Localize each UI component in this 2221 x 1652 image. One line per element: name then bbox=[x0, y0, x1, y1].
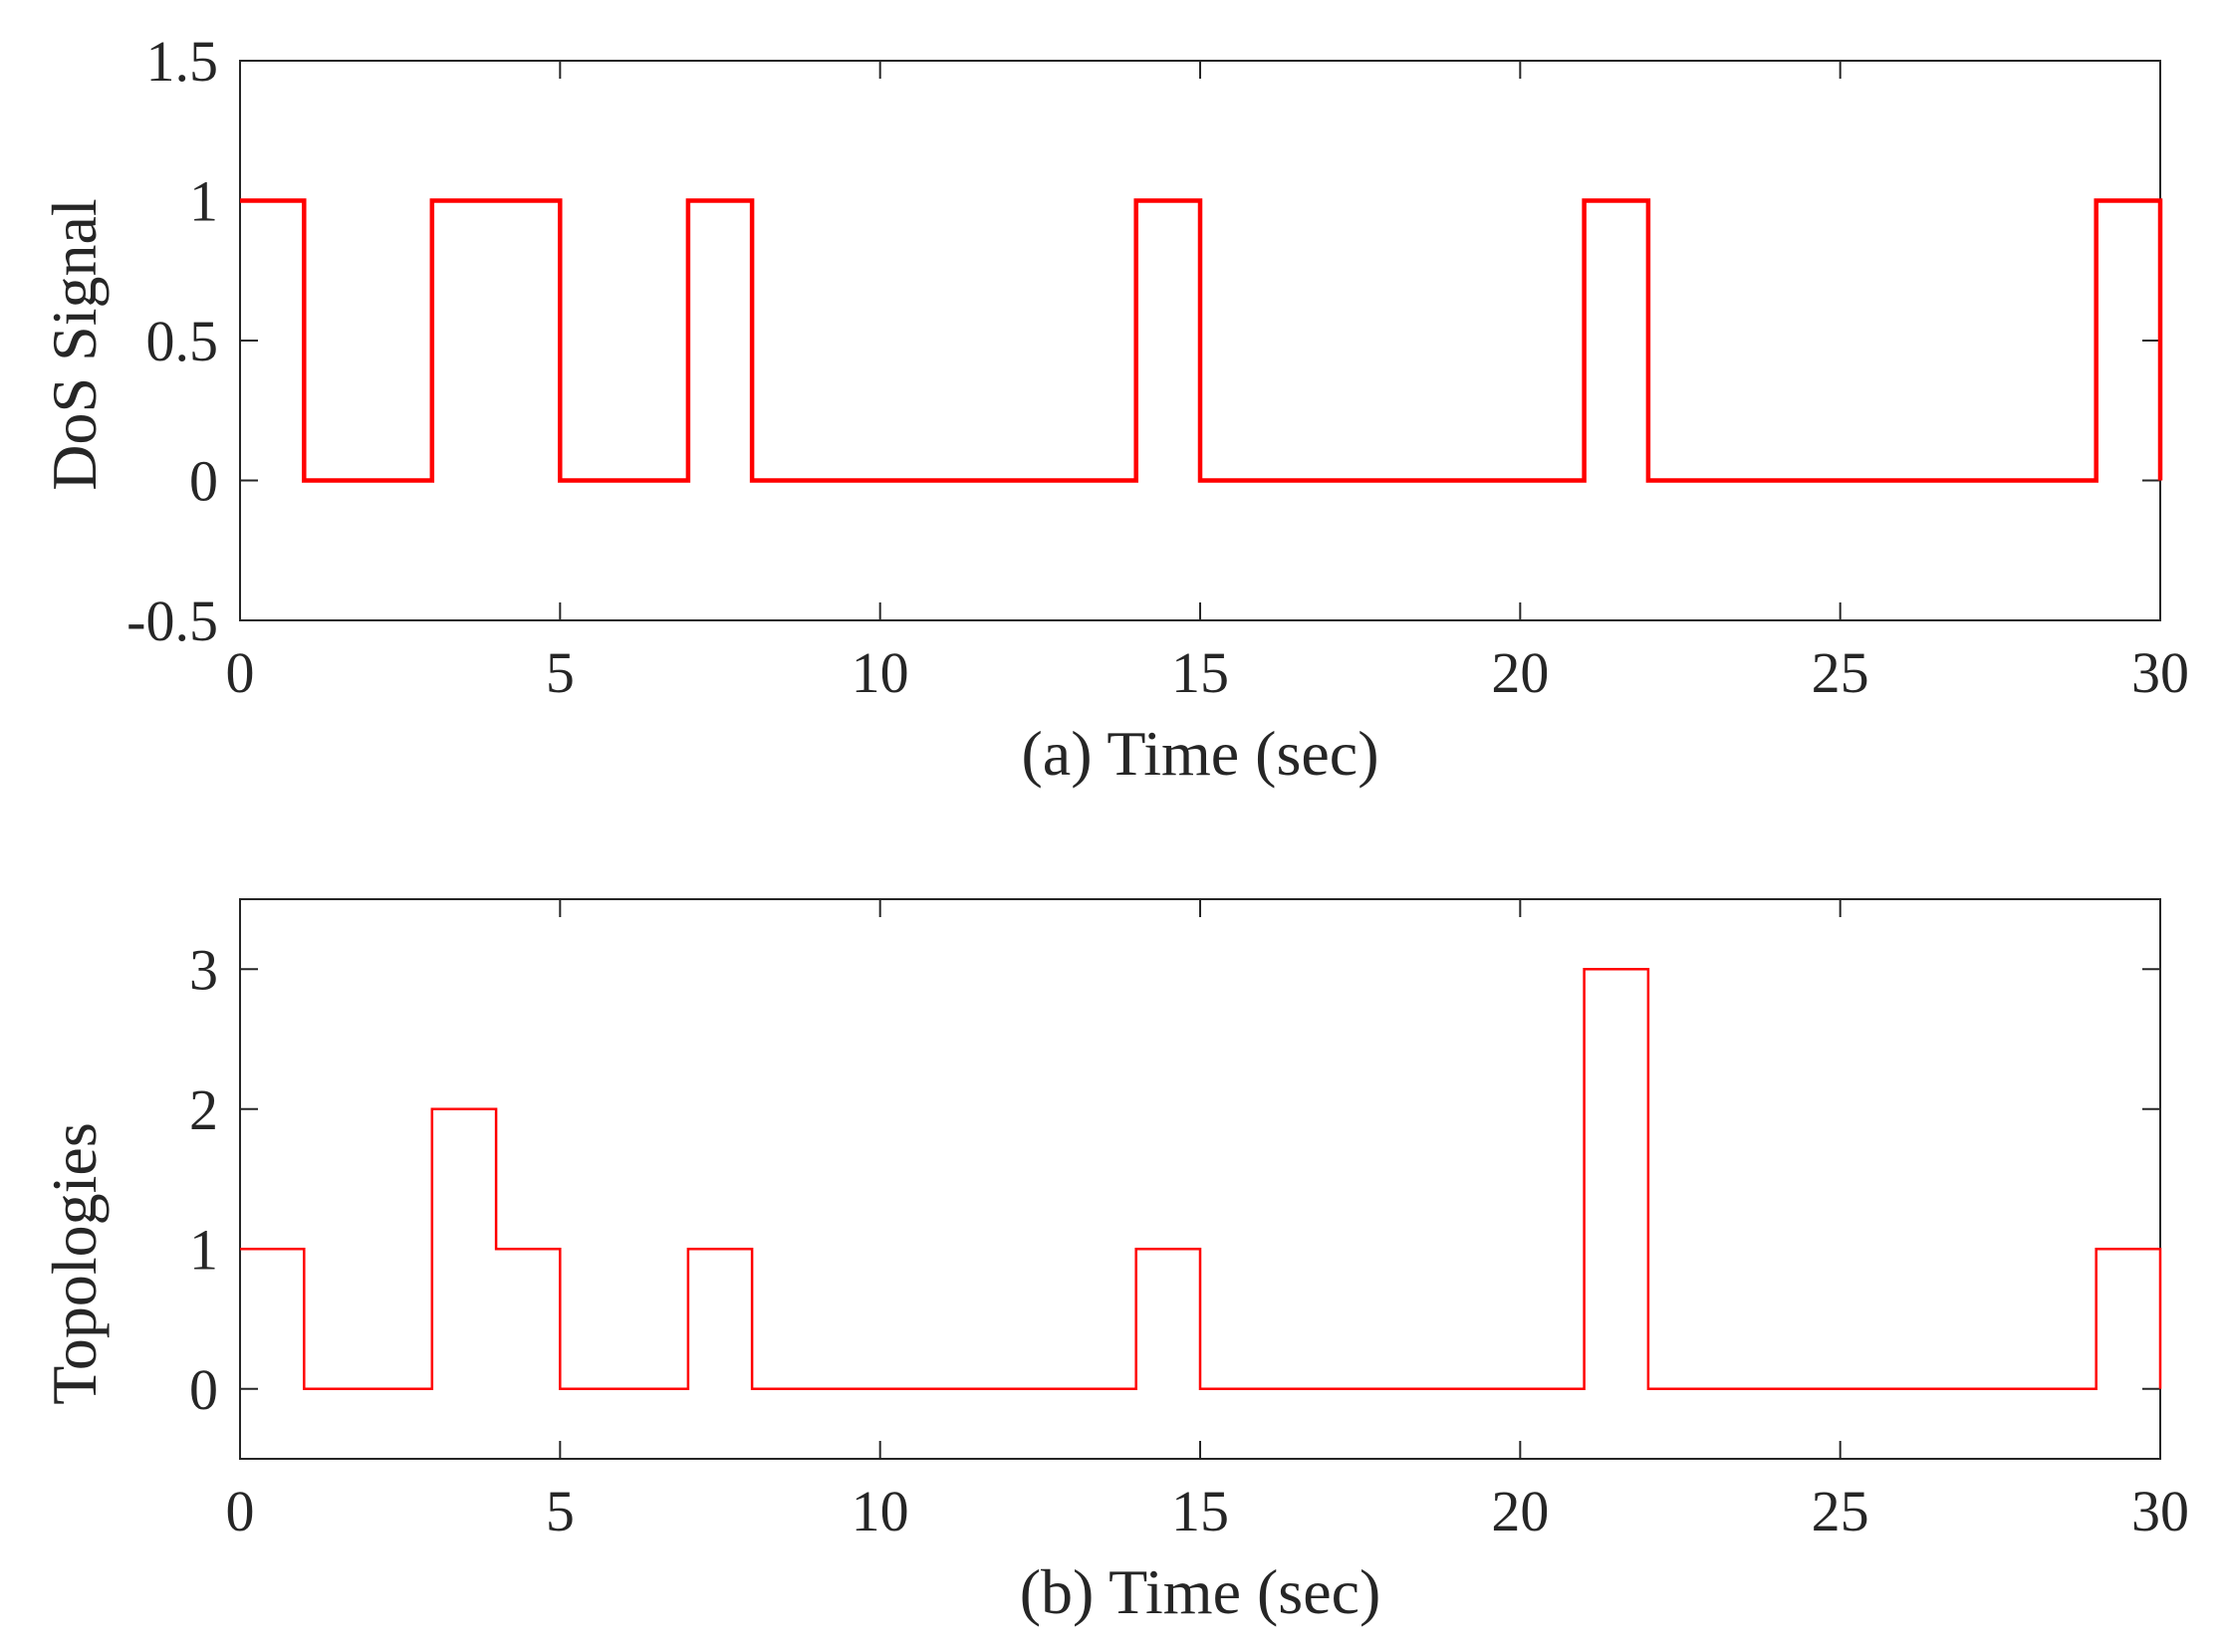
x-tick-label: 10 bbox=[852, 1479, 909, 1543]
y-axis-label-b: Topologies bbox=[39, 1122, 110, 1405]
subplot-b: 0 5 10 15 20 25 30 0 1 2 3 (b) Time (sec) Topologies bbox=[39, 898, 2189, 1627]
y-tick-label: 1 bbox=[189, 1217, 218, 1282]
x-tick-label: 20 bbox=[1491, 1479, 1549, 1543]
x-axis-label-a: (a) Time (sec) bbox=[1021, 718, 1378, 789]
subplot-a: 0 5 10 15 20 25 30-0.500.511.5(a) Time (sec)Do… bbox=[39, 29, 2189, 789]
x-tick-label: 5 bbox=[546, 640, 575, 705]
x-tick-label: 15 bbox=[1171, 640, 1229, 705]
y-tick-label: 3 bbox=[189, 937, 218, 1002]
y-tick-label: 1.5 bbox=[146, 29, 219, 94]
x-tick-label: 10 bbox=[852, 640, 909, 705]
y-tick-label: 0 bbox=[189, 1357, 218, 1422]
x-tick-label: 25 bbox=[1812, 1479, 1869, 1543]
x-tick-label: 5 bbox=[546, 1479, 575, 1543]
x-tick-label: 15 bbox=[1171, 1479, 1229, 1543]
x-tick-label: 0 bbox=[226, 1479, 255, 1543]
y-tick-label: -0.5 bbox=[126, 589, 218, 653]
x-tick-label: 30 bbox=[2131, 640, 2189, 705]
series-line-a bbox=[240, 198, 2163, 483]
x-axis-label-b: (b) Time (sec) bbox=[1020, 1556, 1381, 1627]
series-line-b bbox=[240, 968, 2162, 1391]
x-tick-label: 0 bbox=[226, 640, 255, 705]
y-tick-label: 2 bbox=[189, 1077, 218, 1142]
y-tick-label: 1 bbox=[189, 169, 218, 234]
x-tick-label: 20 bbox=[1491, 640, 1549, 705]
y-axis-label-a: DoS Signal bbox=[39, 198, 110, 490]
x-tick-label: 30 bbox=[2131, 1479, 2189, 1543]
y-tick-label: 0 bbox=[189, 449, 218, 514]
x-tick-label: 25 bbox=[1812, 640, 1869, 705]
y-tick-label: 0.5 bbox=[146, 309, 219, 373]
